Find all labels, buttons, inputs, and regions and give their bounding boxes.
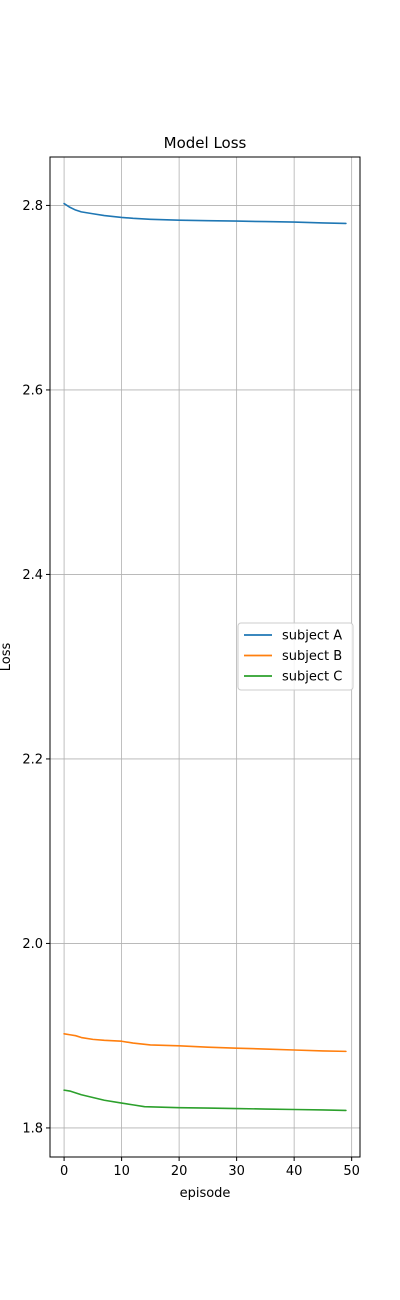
legend-label-subject-a: subject A [282, 629, 342, 644]
series-line-subject-b [63, 1033, 347, 1053]
x-tick-label: 10 [113, 1164, 130, 1179]
plot-frame [49, 156, 361, 1158]
y-tick-label: 2.6 [22, 383, 43, 398]
x-tick-label: 20 [171, 1164, 188, 1179]
x-tick-label: 50 [343, 1164, 360, 1179]
x-axis-label: episode [180, 1186, 231, 1201]
y-axis-label: Loss [0, 643, 14, 672]
chart-title: Model Loss [164, 134, 247, 152]
x-tick-label: 0 [60, 1164, 68, 1179]
legend: subject A subject B subject C [237, 622, 354, 691]
y-tick-label: 2.2 [22, 752, 43, 767]
y-tick-label: 2.8 [22, 199, 43, 214]
y-tick-label: 2.4 [22, 568, 43, 583]
legend-label-subject-b: subject B [282, 649, 342, 664]
legend-box [237, 622, 354, 691]
x-tick-label: 30 [228, 1164, 245, 1179]
y-tick-label: 1.8 [22, 1121, 43, 1136]
y-tick-label: 2.0 [22, 937, 43, 952]
legend-label-subject-c: subject C [282, 670, 342, 685]
x-tick-label: 40 [286, 1164, 303, 1179]
series-line-subject-a [63, 202, 347, 225]
series-line-subject-c [63, 1089, 347, 1112]
